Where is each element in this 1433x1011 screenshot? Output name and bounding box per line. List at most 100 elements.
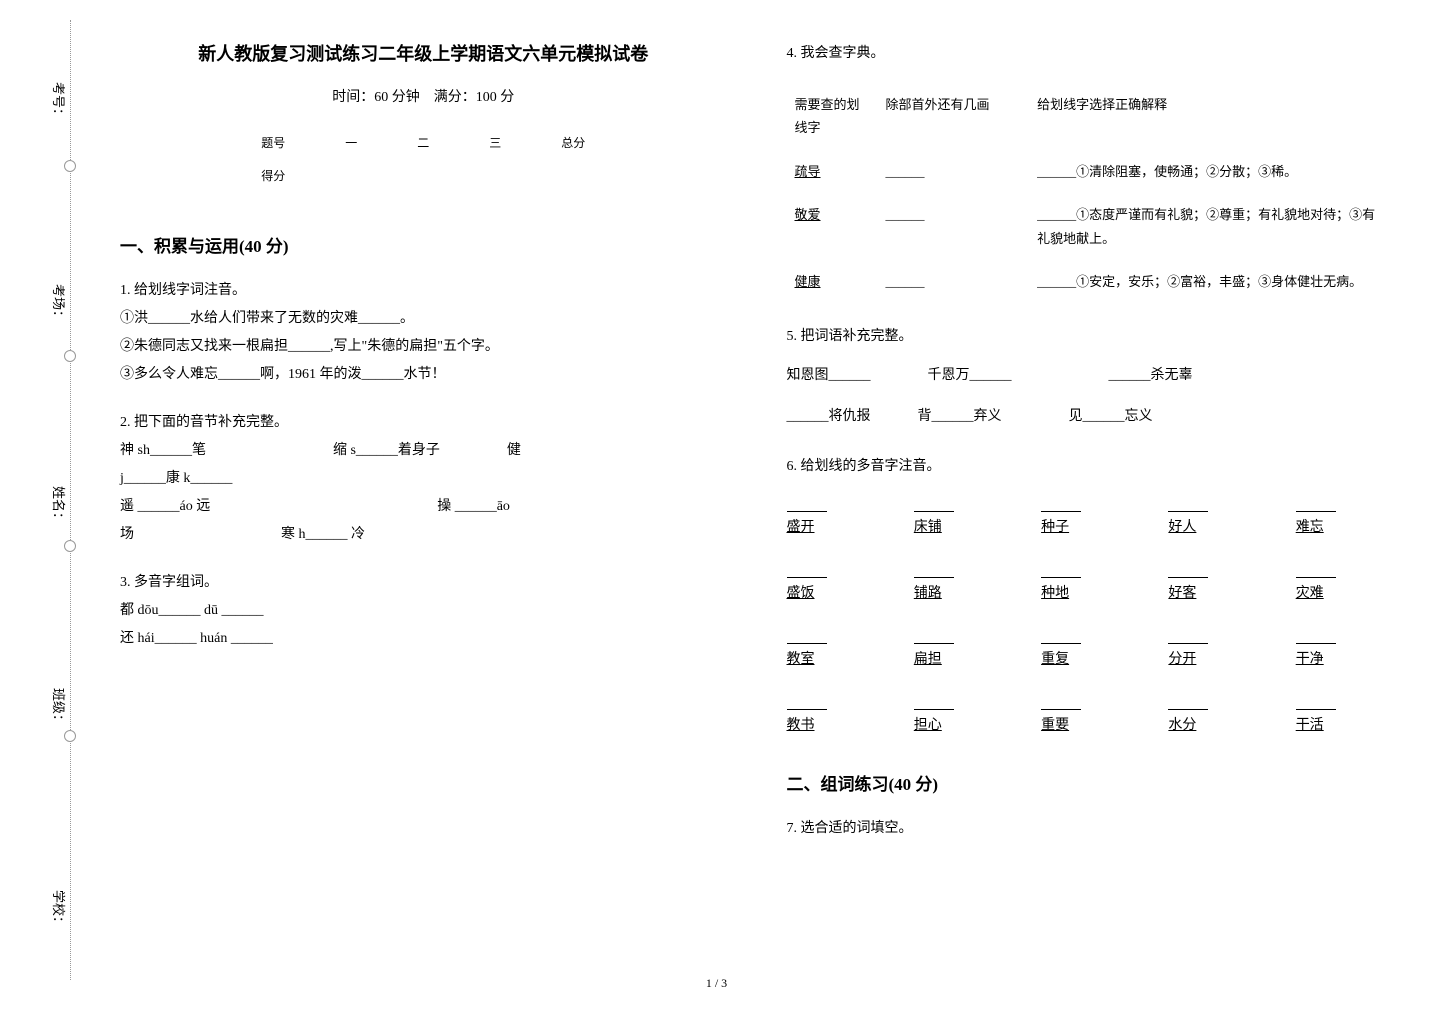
char-item: 铺路 xyxy=(914,562,1011,608)
question-line: 都 dōu______ dū ______ xyxy=(120,597,727,625)
char-item: 分开 xyxy=(1168,628,1265,674)
cell: 二 xyxy=(387,126,459,159)
q2-part: 缩 s______着身子 xyxy=(333,443,440,458)
q2-part: 遥 ______áo 远 xyxy=(120,499,210,514)
idiom: 见______忘义 xyxy=(1069,409,1153,424)
section2-heading: 二、组词练习(40 分) xyxy=(787,770,1394,795)
dict-meaning: ______①态度严谨而有礼貌；②尊重；有礼貌地对待；③有礼貌地献上。 xyxy=(1029,193,1393,260)
q2-part: 神 sh______笔 xyxy=(120,443,206,458)
char-item: 担心 xyxy=(914,694,1011,740)
question-label: 7. 选合适的词填空。 xyxy=(787,815,1394,843)
char-item: 种地 xyxy=(1041,562,1138,608)
char-item: 重要 xyxy=(1041,694,1138,740)
question-1: 1. 给划线字词注音。 ①洪______水给人们带来了无数的灾难______。 … xyxy=(120,277,727,389)
binding-labels: 考号： 考场： 姓名： 班级： 学校： xyxy=(40,0,79,1011)
binding-circle-icon xyxy=(64,160,76,172)
table-row: 需要查的划线字 除部首外还有几画 给划线字选择正确解释 xyxy=(787,83,1394,150)
question-line: 场 寒 h______ 冷 xyxy=(120,521,727,549)
dictionary-table: 需要查的划线字 除部首外还有几画 给划线字选择正确解释 疏导 ______ __… xyxy=(787,83,1394,303)
q2-part: 健 xyxy=(507,443,521,458)
question-7: 7. 选合适的词填空。 xyxy=(787,815,1394,843)
question-label: 4. 我会查字典。 xyxy=(787,40,1394,68)
right-column: 4. 我会查字典。 需要查的划线字 除部首外还有几画 给划线字选择正确解释 疏导… xyxy=(787,40,1394,863)
table-row: 疏导 ______ ______①清除阻塞，使畅通；②分散；③稀。 xyxy=(787,150,1394,193)
question-5: 5. 把词语补充完整。 知恩图______ 千恩万______ ______杀无… xyxy=(787,323,1394,433)
question-line: 还 hái______ huán ______ xyxy=(120,625,727,653)
idiom-row: 知恩图______ 千恩万______ ______杀无辜 xyxy=(787,361,1394,392)
binding-label-class: 班级： xyxy=(50,688,69,727)
idiom: 知恩图______ xyxy=(787,368,871,383)
idiom: 背______弃义 xyxy=(918,409,1002,424)
question-line: 神 sh______笔 缩 s______着身子 健 xyxy=(120,437,727,465)
dict-blank: ______ xyxy=(877,150,1029,193)
exam-title: 新人教版复习测试练习二年级上学期语文六单元模拟试卷 xyxy=(120,40,727,66)
idiom: 千恩万______ xyxy=(928,368,1012,383)
binding-label-name: 姓名： xyxy=(50,486,69,525)
time-label: 时间： xyxy=(332,90,374,105)
idiom: ______杀无辜 xyxy=(1109,368,1193,383)
left-column: 新人教版复习测试练习二年级上学期语文六单元模拟试卷 时间：60 分钟 满分：10… xyxy=(120,40,727,863)
q2-part: 场 xyxy=(120,527,134,542)
char-item: 盛开 xyxy=(787,496,884,542)
question-item: ①洪______水给人们带来了无数的灾难______。 xyxy=(120,305,727,333)
char-item: 种子 xyxy=(1041,496,1138,542)
section1-heading: 一、积累与运用(40 分) xyxy=(120,232,727,257)
cell xyxy=(531,159,615,192)
dict-header: 除部首外还有几画 xyxy=(877,83,1029,150)
page-number: 1 / 3 xyxy=(706,976,727,991)
question-item: ②朱德同志又找来一根扁担______,写上"朱德的扁担"五个字。 xyxy=(120,333,727,361)
score-label: 满分： xyxy=(434,90,476,105)
cell xyxy=(387,159,459,192)
dict-meaning: ______①清除阻塞，使畅通；②分散；③稀。 xyxy=(1029,150,1393,193)
table-row: 得分 xyxy=(231,159,615,192)
dict-blank: ______ xyxy=(877,260,1029,303)
question-label: 2. 把下面的音节补充完整。 xyxy=(120,409,727,437)
binding-label-school: 学校： xyxy=(50,890,69,929)
cell: 得分 xyxy=(231,159,315,192)
score-value: 100 分 xyxy=(476,90,515,105)
table-row: 题号 一 二 三 总分 xyxy=(231,126,615,159)
binding-label-room: 考场： xyxy=(50,284,69,323)
char-item: 床铺 xyxy=(914,496,1011,542)
char-item: 干净 xyxy=(1296,628,1393,674)
question-label: 3. 多音字组词。 xyxy=(120,569,727,597)
cell: 题号 xyxy=(231,126,315,159)
binding-circle-icon xyxy=(64,730,76,742)
q2-part: 寒 h______ 冷 xyxy=(281,527,365,542)
cell xyxy=(315,159,387,192)
dict-blank: ______ xyxy=(877,193,1029,260)
question-label: 6. 给划线的多音字注音。 xyxy=(787,453,1394,481)
score-table: 题号 一 二 三 总分 得分 xyxy=(231,126,615,192)
char-item: 教书 xyxy=(787,694,884,740)
char-item: 干活 xyxy=(1296,694,1393,740)
question-6: 6. 给划线的多音字注音。 盛开 床铺 种子 好人 难忘 盛饭 铺路 种地 好客… xyxy=(787,453,1394,740)
char-item: 难忘 xyxy=(1296,496,1393,542)
dict-word: 敬爱 xyxy=(787,193,878,260)
exam-subtitle: 时间：60 分钟 满分：100 分 xyxy=(120,86,727,106)
dict-header: 给划线字选择正确解释 xyxy=(1029,83,1393,150)
cell xyxy=(459,159,531,192)
binding-circle-icon xyxy=(64,350,76,362)
table-row: 敬爱 ______ ______①态度严谨而有礼貌；②尊重；有礼貌地对待；③有礼… xyxy=(787,193,1394,260)
cell: 一 xyxy=(315,126,387,159)
char-item: 水分 xyxy=(1168,694,1265,740)
q2-part: 操 ______āo xyxy=(437,499,510,514)
binding-label-exam-id: 考号： xyxy=(50,82,69,121)
idiom: ______将仇报 xyxy=(787,409,871,424)
content-area: 新人教版复习测试练习二年级上学期语文六单元模拟试卷 时间：60 分钟 满分：10… xyxy=(120,40,1393,863)
dict-header: 需要查的划线字 xyxy=(787,83,878,150)
idiom-row: ______将仇报 背______弃义 见______忘义 xyxy=(787,402,1394,433)
char-item: 好人 xyxy=(1168,496,1265,542)
question-2: 2. 把下面的音节补充完整。 神 sh______笔 缩 s______着身子 … xyxy=(120,409,727,549)
char-item: 重复 xyxy=(1041,628,1138,674)
question-line: j______康 k______ xyxy=(120,465,727,493)
char-item: 灾难 xyxy=(1296,562,1393,608)
char-item: 盛饭 xyxy=(787,562,884,608)
question-label: 5. 把词语补充完整。 xyxy=(787,323,1394,351)
char-item: 扁担 xyxy=(914,628,1011,674)
time-value: 60 分钟 xyxy=(374,90,420,105)
question-4: 4. 我会查字典。 需要查的划线字 除部首外还有几画 给划线字选择正确解释 疏导… xyxy=(787,40,1394,303)
binding-circle-icon xyxy=(64,540,76,552)
cell: 总分 xyxy=(531,126,615,159)
question-3: 3. 多音字组词。 都 dōu______ dū ______ 还 hái___… xyxy=(120,569,727,653)
